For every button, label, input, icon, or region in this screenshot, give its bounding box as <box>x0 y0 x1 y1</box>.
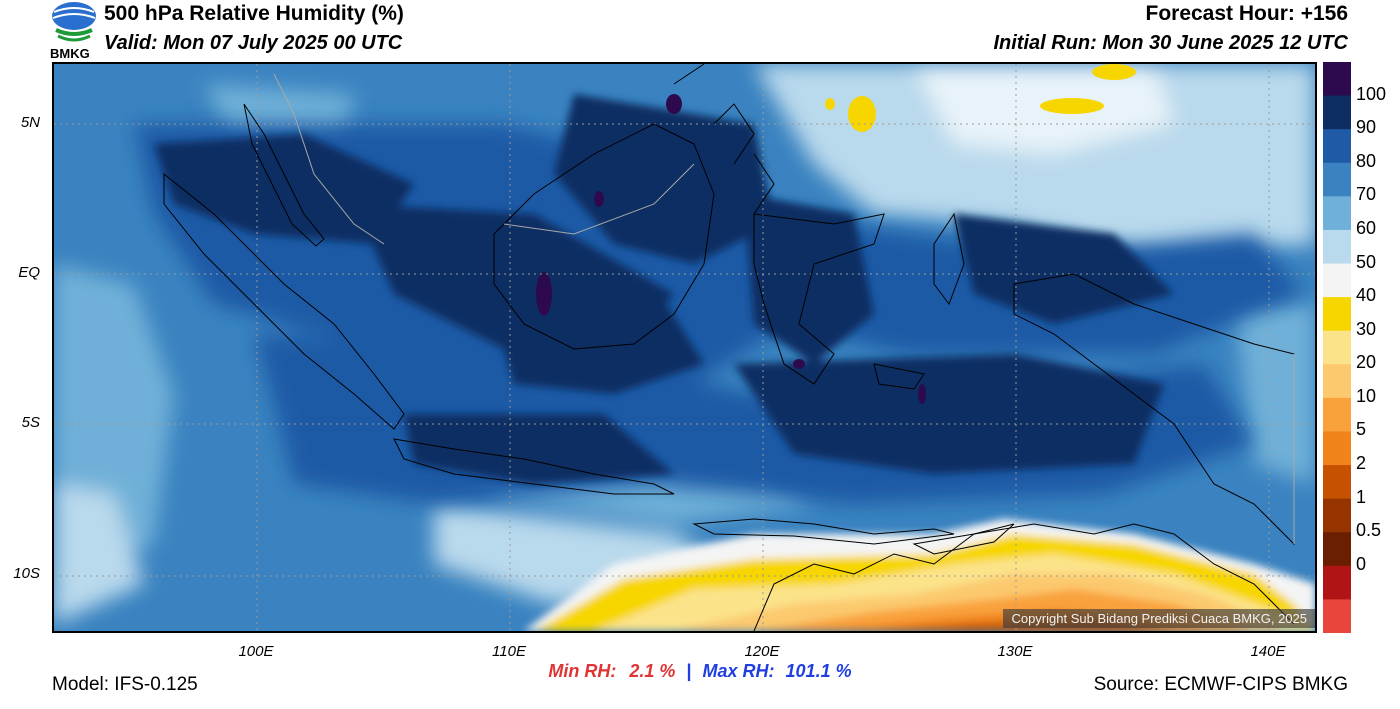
colorbar-label: 50 <box>1356 251 1377 272</box>
min-rh-label: Min RH: <box>548 661 617 681</box>
valid-time: Valid: Mon 07 July 2025 00 UTC <box>104 32 403 54</box>
colorbar-label: 1 <box>1356 486 1367 507</box>
colorbar-label: 90 <box>1356 117 1377 138</box>
colorbar-swatch <box>1323 532 1351 567</box>
colorbar-swatch <box>1323 565 1351 600</box>
copyright-notice: Copyright Sub Bidang Prediksi Cuaca BMKG… <box>1003 609 1315 628</box>
colorbar-label: 10 <box>1356 385 1377 406</box>
colorbar-label: 0 <box>1356 553 1367 574</box>
xlabel-110e: 110E <box>492 643 526 660</box>
colorbar-swatch <box>1323 465 1351 500</box>
colorbar-swatch <box>1323 62 1351 97</box>
colorbar-swatch <box>1323 297 1351 332</box>
colorbar-swatch <box>1323 263 1351 298</box>
forecast-hour: Forecast Hour: +156 <box>1145 2 1349 25</box>
source-info: Source: ECMWF-CIPS BMKG <box>1093 674 1348 695</box>
ylabel-5n: 5N <box>20 114 40 131</box>
xlabel-120e: 120E <box>744 643 780 660</box>
max-rh-label: Max RH: <box>702 661 775 681</box>
colorbar-label: 5 <box>1356 419 1367 440</box>
ylabel-10s: 10S <box>13 565 40 582</box>
humidity-map: Copyright Sub Bidang Prediksi Cuaca BMKG… <box>52 62 1317 633</box>
logo-text: BMKG <box>50 46 90 60</box>
colorbar-label: 100 <box>1356 83 1387 104</box>
colorbar-label: 60 <box>1356 217 1377 238</box>
map-title: 500 hPa Relative Humidity (%) <box>104 2 404 25</box>
colorbar-label: 70 <box>1356 184 1377 205</box>
colorbar-swatch <box>1323 162 1351 197</box>
min-rh-value: 2.1 % <box>629 661 676 681</box>
colorbar-label: 80 <box>1356 150 1377 171</box>
colorbar <box>1323 62 1351 634</box>
colorbar-swatch <box>1323 229 1351 265</box>
colorbar-swatch <box>1323 196 1351 231</box>
colorbar-swatch <box>1323 330 1351 365</box>
colorbar-swatches <box>1323 62 1351 634</box>
max-rh-value: 101.1 % <box>785 661 852 681</box>
stats-separator: | <box>686 661 692 681</box>
colorbar-label: 0.5 <box>1356 520 1382 541</box>
colorbar-swatch <box>1323 364 1351 399</box>
colorbar-swatch <box>1323 397 1351 432</box>
colorbar-swatch <box>1323 498 1351 533</box>
ylabel-5s: 5S <box>21 414 40 431</box>
colorbar-label: 40 <box>1356 285 1377 306</box>
initial-run: Initial Run: Mon 30 June 2025 12 UTC <box>993 32 1348 54</box>
humidity-field <box>54 64 1315 631</box>
colorbar-swatch <box>1323 95 1351 130</box>
model-info: Model: IFS-0.125 <box>52 674 198 695</box>
xlabel-130e: 130E <box>997 643 1033 660</box>
colorbar-label: 20 <box>1356 352 1377 373</box>
rh-stats: Min RH: 2.1 % | Max RH: 101.1 % <box>0 661 1400 682</box>
xlabel-140e: 140E <box>1250 643 1286 660</box>
colorbar-swatch <box>1323 431 1351 466</box>
colorbar-swatch <box>1323 599 1351 634</box>
ylabel-eq: EQ <box>18 264 40 281</box>
colorbar-label: 30 <box>1356 318 1377 339</box>
colorbar-swatch <box>1323 129 1351 164</box>
colorbar-label: 2 <box>1356 453 1367 474</box>
xlabel-100e: 100E <box>238 643 274 660</box>
bmkg-logo: BMKG <box>50 0 102 61</box>
